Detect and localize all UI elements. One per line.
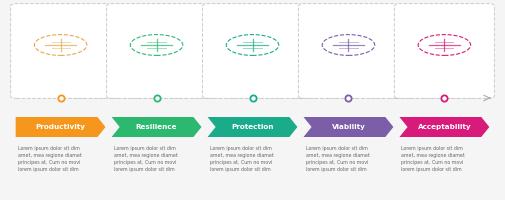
Text: Protection: Protection <box>231 124 274 130</box>
Text: Viability: Viability <box>331 124 366 130</box>
FancyBboxPatch shape <box>394 4 494 98</box>
Text: Lorem ipsum dolor sit dim
amet, mea regione diamet
principes at. Cum no movi
lor: Lorem ipsum dolor sit dim amet, mea regi… <box>210 146 273 172</box>
Text: Resilience: Resilience <box>136 124 177 130</box>
FancyBboxPatch shape <box>203 4 302 98</box>
Text: Lorem ipsum dolor sit dim
amet, mea regione diamet
principes at. Cum no movi
lor: Lorem ipsum dolor sit dim amet, mea regi… <box>18 146 81 172</box>
Polygon shape <box>112 117 201 137</box>
Polygon shape <box>304 117 393 137</box>
Text: Lorem ipsum dolor sit dim
amet, mea regione diamet
principes at. Cum no movi
lor: Lorem ipsum dolor sit dim amet, mea regi… <box>306 146 369 172</box>
FancyBboxPatch shape <box>11 4 111 98</box>
Polygon shape <box>16 117 106 137</box>
FancyBboxPatch shape <box>107 4 207 98</box>
Text: Productivity: Productivity <box>35 124 86 130</box>
Text: Acceptability: Acceptability <box>418 124 471 130</box>
Polygon shape <box>208 117 297 137</box>
Polygon shape <box>399 117 489 137</box>
Text: Lorem ipsum dolor sit dim
amet, mea regione diamet
principes at. Cum no movi
lor: Lorem ipsum dolor sit dim amet, mea regi… <box>114 146 177 172</box>
FancyBboxPatch shape <box>298 4 398 98</box>
Text: Lorem ipsum dolor sit dim
amet, mea regione diamet
principes at. Cum no movi
lor: Lorem ipsum dolor sit dim amet, mea regi… <box>401 146 465 172</box>
